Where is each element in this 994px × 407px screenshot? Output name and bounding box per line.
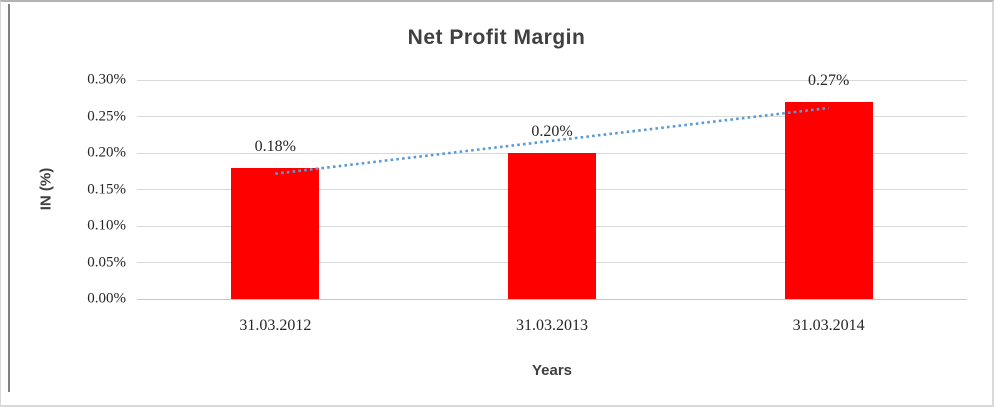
y-tick-label: 0.05%	[87, 254, 126, 270]
left-border-rule	[8, 4, 10, 392]
bar-value-label: 0.18%	[254, 137, 296, 155]
y-tick-label: 0.20%	[87, 144, 126, 161]
x-tick-label: 31.03.2013	[516, 317, 588, 334]
x-tick-label: 31.03.2012	[239, 317, 312, 334]
bar	[784, 101, 873, 299]
trendline	[275, 106, 829, 175]
gridline	[137, 116, 967, 117]
y-tick-label: 0.00%	[87, 290, 126, 307]
plot-area	[137, 79, 967, 300]
bar	[508, 153, 596, 299]
bar-value-label: 0.27%	[807, 71, 850, 89]
gridline	[137, 79, 967, 81]
x-tick-label: 31.03.2014	[792, 317, 865, 334]
x-axis-title: Years	[531, 362, 573, 379]
gridline	[137, 298, 967, 300]
y-tick-label: 0.15%	[87, 181, 126, 197]
y-tick-label: 0.30%	[87, 71, 126, 88]
y-tick-label: 0.10%	[87, 217, 126, 234]
bar	[231, 167, 320, 299]
bar-value-label: 0.20%	[531, 123, 573, 140]
chart-title: Net Profit Margin	[407, 26, 586, 49]
y-tick-label: 0.25%	[87, 108, 126, 124]
y-axis-title: IN (%)	[37, 167, 55, 211]
trendline-segment	[275, 106, 829, 175]
